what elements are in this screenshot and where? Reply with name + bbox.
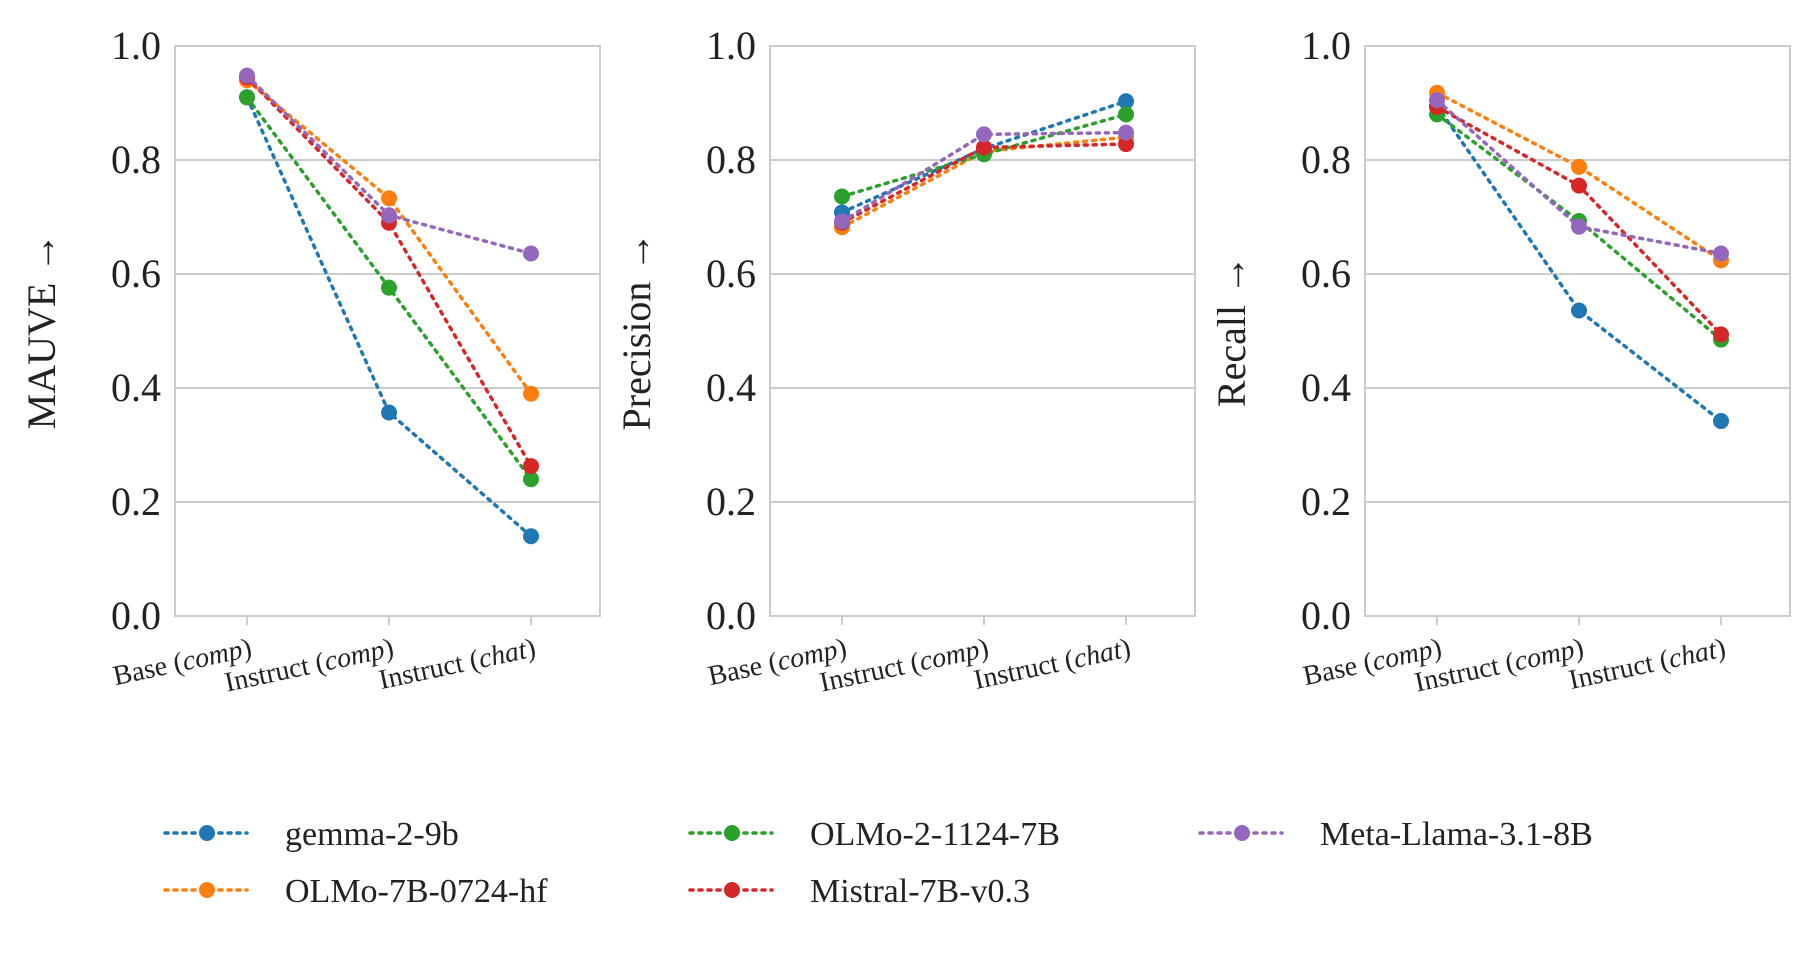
legend-marker: [724, 825, 740, 841]
x-tick-label-em: chat: [1666, 634, 1721, 675]
data-point: [239, 89, 255, 106]
series-line: [1435, 104, 1723, 423]
y-tick-label: 0.2: [1301, 479, 1351, 524]
plot-frame: [1364, 45, 1791, 617]
series-line: [245, 75, 533, 468]
data-point: [523, 458, 539, 475]
y-axis-title: MAUVE →: [19, 233, 64, 430]
y-tick-label: 0.8: [1301, 137, 1351, 182]
legend-entry-gemma-2-9b: gemma-2-9b: [163, 816, 459, 853]
data-point: [381, 279, 397, 296]
data-point: [834, 188, 850, 205]
data-point: [1118, 124, 1134, 141]
data-point: [1118, 106, 1134, 123]
legend-label: OLMo-2-1124-7B: [810, 816, 1060, 853]
y-tick-label: 1.0: [111, 23, 161, 68]
y-tick-label: 0.0: [1301, 593, 1351, 638]
series-line: [245, 95, 533, 538]
data-point: [523, 385, 539, 402]
y-tick-label: 0.4: [1301, 365, 1351, 410]
data-point: [523, 245, 539, 262]
series-olmo-7b-0724-hf: [1429, 84, 1729, 269]
data-point: [976, 139, 992, 156]
y-tick-label: 0.2: [706, 479, 756, 524]
legend-entry-mistral-7b-v0-3: Mistral-7B-v0.3: [688, 873, 1030, 910]
series-meta-llama-3-1-8b: [239, 67, 539, 262]
y-tick-label: 1.0: [1301, 23, 1351, 68]
data-point: [239, 67, 255, 84]
y-tick-label: 1.0: [706, 23, 756, 68]
x-tick-label-text: Base (: [1300, 647, 1376, 692]
data-point: [381, 190, 397, 207]
series-gemma-2-9b: [1429, 97, 1729, 430]
x-tick-label-text: Base (: [705, 647, 781, 692]
y-axis-title: Recall →: [1209, 255, 1254, 407]
y-tick-label: 0.2: [111, 479, 161, 524]
y-tick-label: 0.8: [706, 137, 756, 182]
legend-label: Meta-Llama-3.1-8B: [1320, 816, 1593, 853]
y-tick-label: 0.0: [706, 593, 756, 638]
legend-entry-olmo-7b-0724-hf: OLMo-7B-0724-hf: [163, 873, 548, 910]
x-tick-label-text: Base (: [110, 647, 186, 692]
data-point: [523, 471, 539, 488]
series-line: [1435, 112, 1723, 342]
legend-marker: [1234, 825, 1250, 841]
y-axis-title: Precision →: [614, 232, 659, 431]
y-tick-label: 0.6: [111, 251, 161, 296]
y-tick-label: 0.4: [706, 365, 756, 410]
legend-marker: [724, 882, 740, 898]
data-point: [1571, 218, 1587, 235]
legend: gemma-2-9b OLMo-2-1124-7B Meta-Llama-3.1-8…: [163, 816, 1593, 910]
y-tick-label: 0.6: [1301, 251, 1351, 296]
series-gemma-2-9b: [239, 89, 539, 545]
series-mistral-7b-v0-3: [1429, 98, 1729, 343]
legend-marker: [199, 882, 215, 898]
series-meta-llama-3-1-8b: [1429, 92, 1729, 262]
data-point: [1118, 136, 1134, 153]
data-point: [976, 126, 992, 143]
legend-entry-meta-llama-3-1-8b: Meta-Llama-3.1-8B: [1198, 816, 1593, 853]
plot-frame: [174, 45, 601, 617]
series-meta-llama-3-1-8b: [834, 124, 1134, 230]
y-tick-label: 0.4: [111, 365, 161, 410]
data-point: [1429, 92, 1445, 109]
data-point: [381, 207, 397, 224]
series-olmo-2-1124-7b: [239, 89, 539, 488]
y-tick-label: 0.6: [706, 251, 756, 296]
data-point: [1713, 245, 1729, 262]
legend-marker: [199, 825, 215, 841]
data-point: [523, 528, 539, 545]
series-line: [1435, 90, 1723, 263]
data-point: [834, 213, 850, 230]
x-tick-label: Instruct (chat): [1566, 633, 1728, 696]
x-tick-label: Instruct (chat): [971, 633, 1133, 696]
x-tick-label: Instruct (chat): [376, 633, 538, 696]
data-point: [1713, 326, 1729, 343]
legend-entry-olmo-2-1124-7b: OLMo-2-1124-7B: [688, 816, 1060, 853]
legend-label: OLMo-7B-0724-hf: [285, 873, 548, 910]
series-line: [245, 78, 533, 396]
data-point: [1571, 302, 1587, 319]
legend-label: gemma-2-9b: [285, 816, 459, 853]
data-point: [1713, 413, 1729, 430]
plot-frame: [769, 45, 1196, 617]
data-point: [1571, 158, 1587, 175]
legend-label: Mistral-7B-v0.3: [810, 873, 1030, 910]
series-olmo-7b-0724-hf: [239, 72, 539, 402]
data-point: [1118, 93, 1134, 110]
y-tick-label: 0.0: [111, 593, 161, 638]
x-tick-label-em: chat: [1071, 634, 1126, 675]
x-tick-label-em: chat: [476, 634, 531, 675]
data-point: [1571, 177, 1587, 194]
data-point: [381, 404, 397, 421]
y-tick-label: 0.8: [111, 137, 161, 182]
series-mistral-7b-v0-3: [834, 136, 1134, 231]
